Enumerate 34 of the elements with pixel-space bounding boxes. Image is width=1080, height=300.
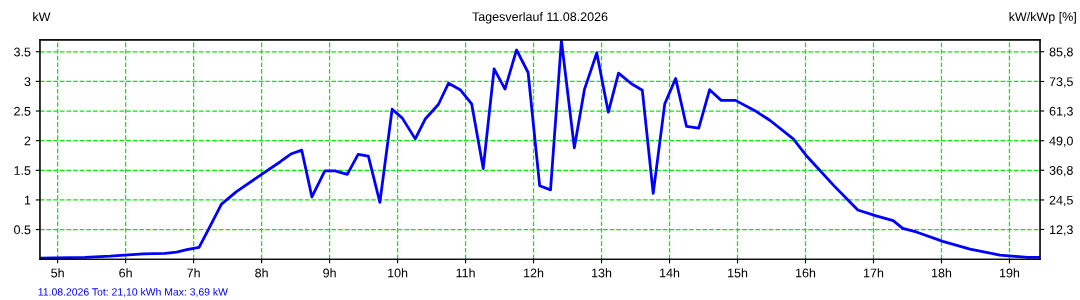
y2-tick-label: 12,3 — [1050, 225, 1073, 236]
x-tick-label: 12h — [524, 268, 544, 278]
y-tick-label: 0.5 — [14, 225, 31, 235]
x-tick-label: 15h — [728, 268, 748, 278]
x-tick-label: 5h — [51, 268, 64, 278]
x-tick-label: 11h — [456, 268, 475, 278]
y2-tick-label: 61,3 — [1049, 106, 1073, 118]
chart-title: Tagesverlauf 11.08.2026 — [472, 11, 608, 24]
text: 11.08.2026 Tot: 21,10 kWh Max: 3,69 kW — [38, 287, 228, 297]
y-tick-label: 3 — [24, 77, 31, 87]
x-tick-label: 17h — [864, 268, 884, 278]
y2-axis-title: kW/kWp [%] — [1009, 11, 1076, 24]
x-tick-label: 18h — [931, 268, 952, 278]
line-series — [39, 39, 1041, 260]
x-tick-label: 6h — [119, 268, 132, 278]
x-tick-label: 19h — [999, 268, 1020, 278]
x-tick-label: 13h — [592, 268, 612, 278]
y-axis-title: kW — [33, 11, 51, 21]
y-tick-label: 3.5 — [14, 47, 31, 57]
y-tick-label: 2.5 — [14, 106, 31, 116]
y2-tick-label: 36,8 — [1049, 166, 1073, 177]
y-tick-label: 1 — [24, 195, 31, 205]
y-tick-label: 2 — [24, 136, 31, 146]
y2-tick-label: 24,5 — [1049, 195, 1073, 207]
x-tick-label: 8h — [255, 268, 268, 278]
y2-tick-label: 49,0 — [1049, 136, 1073, 147]
x-tick-label: 9h — [323, 268, 336, 278]
x-tick-label: 14h — [660, 268, 680, 278]
y2-tick-label: 85,8 — [1049, 47, 1073, 58]
y-tick-label: 1.5 — [14, 166, 31, 175]
x-tick-label: 10h — [388, 268, 408, 278]
x-tick-label: 16h — [796, 268, 816, 278]
y2-tick-label: 73,5 — [1049, 77, 1073, 88]
x-tick-label: 7h — [187, 268, 200, 278]
